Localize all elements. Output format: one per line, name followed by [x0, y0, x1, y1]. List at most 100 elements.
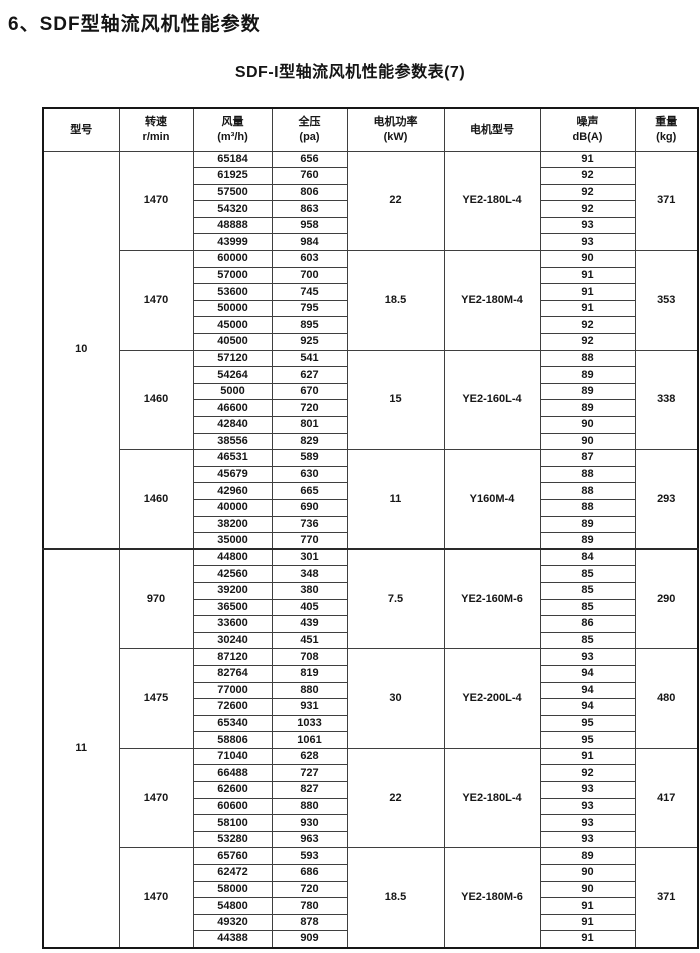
table-body: 10 1470 65184 656 22 YE2-180L-4 91 371 61925 760 9…	[42, 150, 699, 949]
motor-model-cell: YE2-200L-4	[443, 648, 541, 749]
noise-cell: 89	[539, 382, 636, 401]
page-title: 6、SDF型轴流风机性能参数	[8, 14, 261, 35]
airflow-cell: 62600	[192, 781, 273, 799]
header-motor-model: 电机型号	[443, 107, 541, 152]
noise-cell: 93	[539, 830, 636, 849]
pressure-cell: 720	[271, 399, 348, 417]
model-cell: 10	[42, 150, 120, 550]
weight-cell: 371	[634, 150, 699, 252]
noise-cell: 91	[539, 266, 636, 285]
power-cell: 18.5	[346, 847, 445, 948]
table-row: 62472 686 90	[43, 864, 698, 882]
header-motor-power: 电机功率 (kW)	[346, 107, 445, 152]
table-row: 1470 60000 603 18.5 YE2-180M-4 90 353	[43, 250, 699, 351]
airflow-cell: 66488	[192, 764, 273, 783]
table-row: 58806 1061 95	[43, 731, 698, 749]
table-caption: SDF-I型轴流风机性能参数表(7)	[234, 64, 466, 81]
noise-cell: 93	[539, 216, 636, 235]
noise-cell: 85	[539, 565, 636, 583]
power-cell: 22	[346, 747, 445, 849]
noise-cell: 91	[539, 897, 636, 915]
table-row: 53280 963 93	[43, 830, 698, 849]
weight-cell: 480	[634, 648, 699, 749]
table-row: 44388 909 91	[43, 930, 698, 948]
pressure-cell: 700	[271, 266, 348, 285]
table-row: 54320 863 92	[43, 200, 698, 218]
noise-cell: 89	[539, 515, 636, 534]
airflow-cell: 40500	[192, 333, 273, 351]
pressure-cell: 405	[271, 598, 348, 617]
noise-cell: 94	[539, 664, 636, 683]
noise-cell: 92	[539, 316, 636, 335]
airflow-cell: 82764	[192, 664, 273, 683]
noise-cell: 92	[539, 183, 636, 202]
pressure-cell: 656	[271, 150, 348, 169]
header-noise: 噪声 dB(A)	[539, 107, 636, 152]
pressure-cell: 708	[271, 648, 348, 666]
airflow-cell: 71040	[192, 747, 273, 766]
pressure-cell: 541	[271, 349, 348, 368]
table-row: 53600 745 91	[43, 283, 698, 301]
header-speed: 转速 r/min	[118, 107, 194, 152]
pressure-cell: 878	[271, 913, 348, 932]
header-pressure: 全压 (pa)	[271, 107, 348, 152]
pressure-cell: 909	[271, 930, 348, 948]
pressure-cell: 745	[271, 283, 348, 301]
airflow-cell: 46531	[192, 449, 273, 467]
pressure-cell: 780	[271, 897, 348, 915]
pressure-cell: 628	[271, 747, 348, 766]
noise-cell: 87	[539, 449, 636, 467]
noise-cell: 94	[539, 681, 636, 700]
pressure-cell: 760	[271, 167, 348, 185]
power-cell: 7.5	[346, 548, 445, 650]
pressure-cell: 630	[271, 465, 348, 484]
speed-cell: 1470	[118, 847, 194, 948]
speed-cell: 1470	[118, 747, 194, 849]
airflow-cell: 46600	[192, 399, 273, 417]
speed-cell: 970	[118, 548, 194, 650]
airflow-cell: 62472	[192, 864, 273, 882]
airflow-cell: 58000	[192, 880, 273, 899]
power-cell: 30	[346, 648, 445, 749]
noise-cell: 91	[539, 913, 636, 932]
table-row: 1475 87120 708 30 YE2-200L-4 93 480	[43, 648, 699, 749]
fan-performance-table: 型号 转速 r/min 风量 (m³/h) 全压 (pa) 电机功率 (kW)	[42, 107, 699, 949]
noise-cell: 93	[539, 797, 636, 816]
airflow-cell: 54800	[192, 897, 273, 915]
noise-cell: 93	[539, 233, 636, 252]
speed-cell: 1470	[118, 250, 194, 351]
pressure-cell: 727	[271, 764, 348, 783]
table-row: 60600 880 93	[43, 797, 698, 816]
noise-cell: 88	[539, 349, 636, 368]
pressure-cell: 827	[271, 781, 348, 799]
airflow-cell: 57500	[192, 183, 273, 202]
noise-cell: 88	[539, 482, 636, 500]
pressure-cell: 589	[271, 449, 348, 467]
weight-cell: 417	[634, 747, 699, 849]
pressure-cell: 603	[271, 250, 348, 268]
noise-cell: 90	[539, 416, 636, 434]
pressure-cell: 770	[271, 532, 348, 550]
weight-cell: 371	[634, 847, 699, 948]
noise-cell: 91	[539, 299, 636, 318]
table-row: 48888 958 93	[43, 216, 698, 235]
speed-cell: 1460	[118, 349, 194, 451]
airflow-cell: 57120	[192, 349, 273, 368]
table-row: 54800 780 91	[43, 897, 698, 915]
airflow-cell: 65760	[192, 847, 273, 866]
noise-cell: 90	[539, 250, 636, 268]
table-row: 42560 348 85	[43, 565, 698, 583]
pressure-cell: 670	[271, 382, 348, 401]
power-cell: 15	[346, 349, 445, 451]
table-row: 1460 57120 541 15 YE2-160L-4 88 338	[43, 349, 699, 451]
noise-cell: 92	[539, 764, 636, 783]
pressure-cell: 925	[271, 333, 348, 351]
airflow-cell: 33600	[192, 615, 273, 633]
noise-cell: 91	[539, 283, 636, 301]
pressure-cell: 958	[271, 216, 348, 235]
noise-cell: 88	[539, 465, 636, 484]
pressure-cell: 593	[271, 847, 348, 866]
motor-model-cell: YE2-180L-4	[443, 747, 541, 849]
pressure-cell: 819	[271, 664, 348, 683]
